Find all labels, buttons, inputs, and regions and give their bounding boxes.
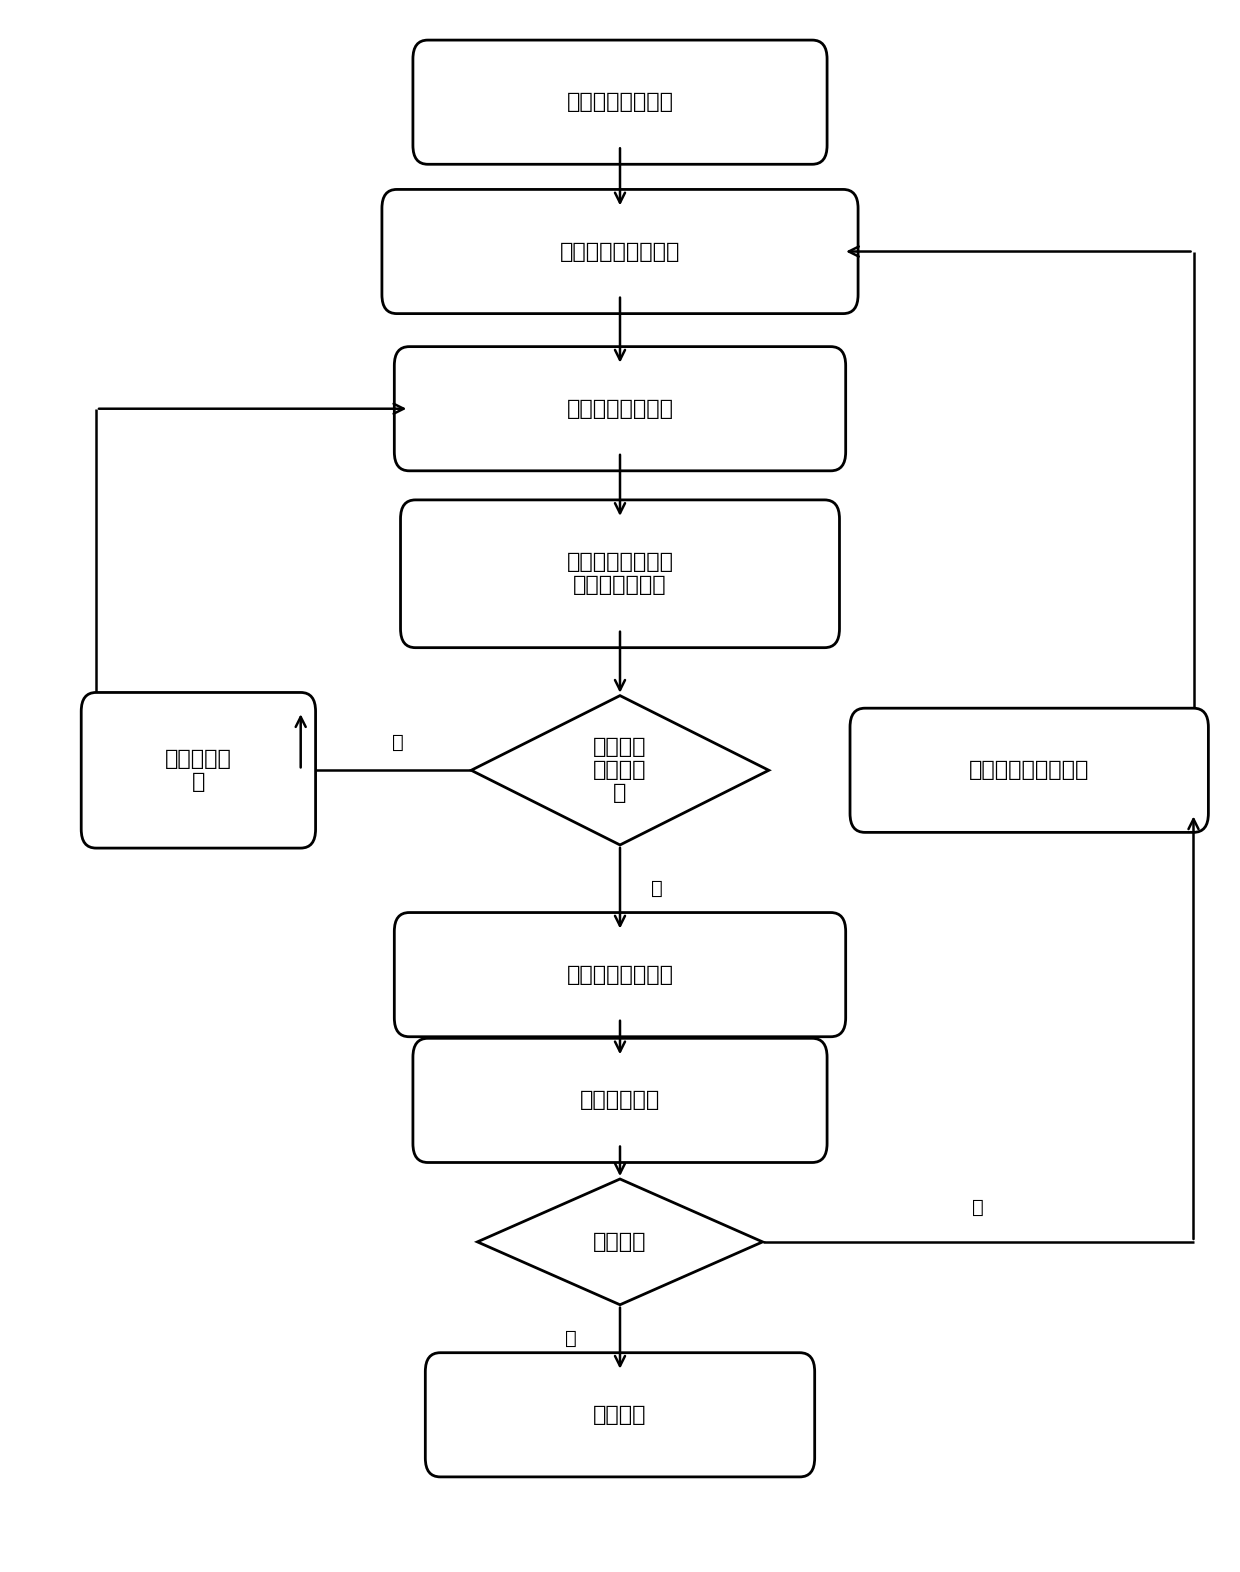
Text: 是: 是: [972, 1198, 983, 1217]
Text: 否: 否: [564, 1328, 577, 1347]
Text: 拼接采集图像: 拼接采集图像: [580, 1091, 660, 1110]
Text: 采集并比较区间两
端点图像清晰度: 采集并比较区间两 端点图像清晰度: [567, 552, 673, 596]
Polygon shape: [477, 1179, 763, 1305]
Text: 得到近似焦点位置: 得到近似焦点位置: [567, 965, 673, 984]
Text: 否: 否: [393, 733, 404, 751]
Text: 选择垂直移动区间: 选择垂直移动区间: [567, 399, 673, 418]
FancyBboxPatch shape: [394, 912, 846, 1038]
Text: 移动到初始对焦位置: 移动到初始对焦位置: [559, 242, 681, 261]
Text: 优化对焦区
间: 优化对焦区 间: [165, 748, 232, 792]
Polygon shape: [471, 695, 769, 844]
FancyBboxPatch shape: [82, 692, 315, 847]
FancyBboxPatch shape: [425, 1352, 815, 1478]
Text: 区间长度
是否足够
小: 区间长度 是否足够 小: [593, 737, 647, 803]
Text: 完成扫描: 完成扫描: [593, 1405, 647, 1424]
Text: 是: 是: [651, 879, 663, 898]
Text: 选择扫描视野大小: 选择扫描视野大小: [567, 93, 673, 112]
FancyBboxPatch shape: [394, 346, 846, 472]
FancyBboxPatch shape: [382, 190, 858, 314]
Text: 继续扫描: 继续扫描: [593, 1232, 647, 1251]
Text: 移动到下一对焦位置: 移动到下一对焦位置: [968, 761, 1090, 780]
FancyBboxPatch shape: [413, 39, 827, 163]
FancyBboxPatch shape: [401, 500, 839, 648]
FancyBboxPatch shape: [851, 707, 1208, 833]
FancyBboxPatch shape: [413, 1038, 827, 1163]
